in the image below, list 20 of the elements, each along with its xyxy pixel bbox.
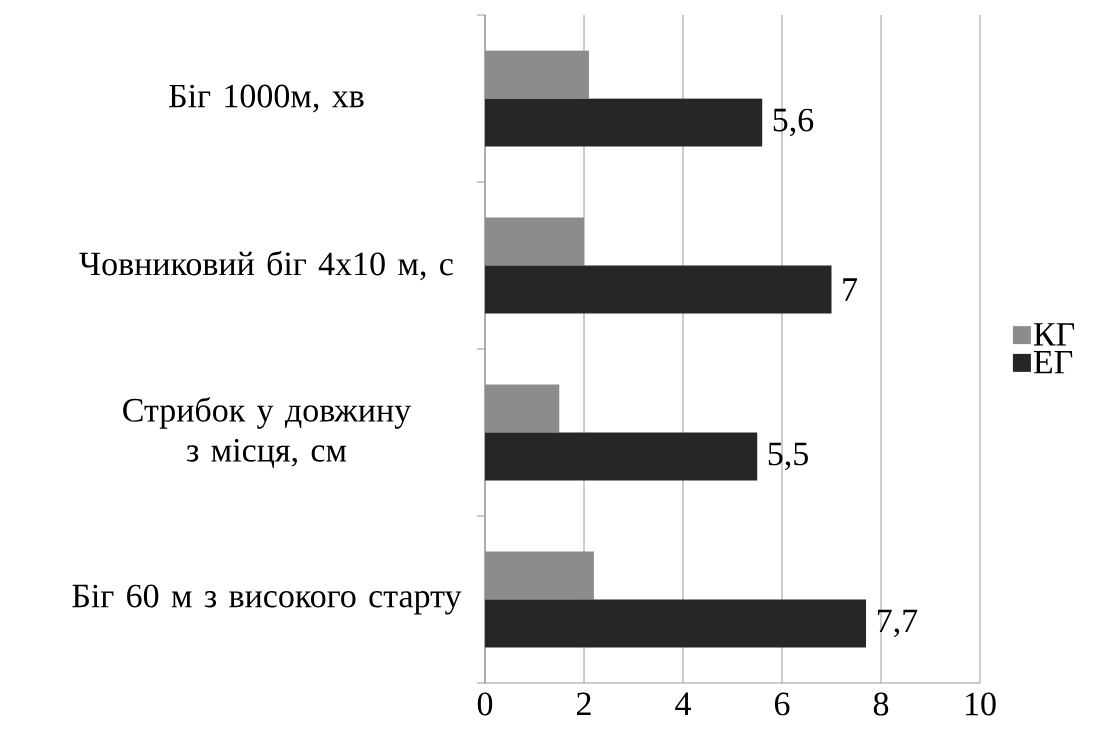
x-tick-label: 0 <box>477 692 493 716</box>
legend-label: ЕГ <box>1033 350 1073 374</box>
data-label: 7 <box>843 278 858 301</box>
data-label: 5,6 <box>773 108 814 137</box>
data-label: 5,5 <box>768 442 808 471</box>
y-tick-label: Човниковий біг 4х10 м, с <box>79 250 453 281</box>
x-tick-label: 8 <box>873 692 889 716</box>
x-tick-label: 4 <box>675 692 691 715</box>
legend-label: КГ <box>1033 323 1075 346</box>
y-tick-label: Біг 1000м, хв <box>169 84 364 113</box>
y-tick-label: Стрибок у довжину з місця, см <box>123 397 412 468</box>
x-tick-label: 6 <box>774 692 790 716</box>
bar <box>485 265 832 314</box>
bar <box>485 98 763 147</box>
bar <box>485 599 867 648</box>
bar <box>485 432 758 481</box>
data-label: 7,7 <box>877 609 918 638</box>
x-tick-label: 10 <box>966 692 996 716</box>
x-tick-label: 2 <box>576 692 591 716</box>
y-tick-label: Біг 60 м з високого старту <box>72 584 462 615</box>
